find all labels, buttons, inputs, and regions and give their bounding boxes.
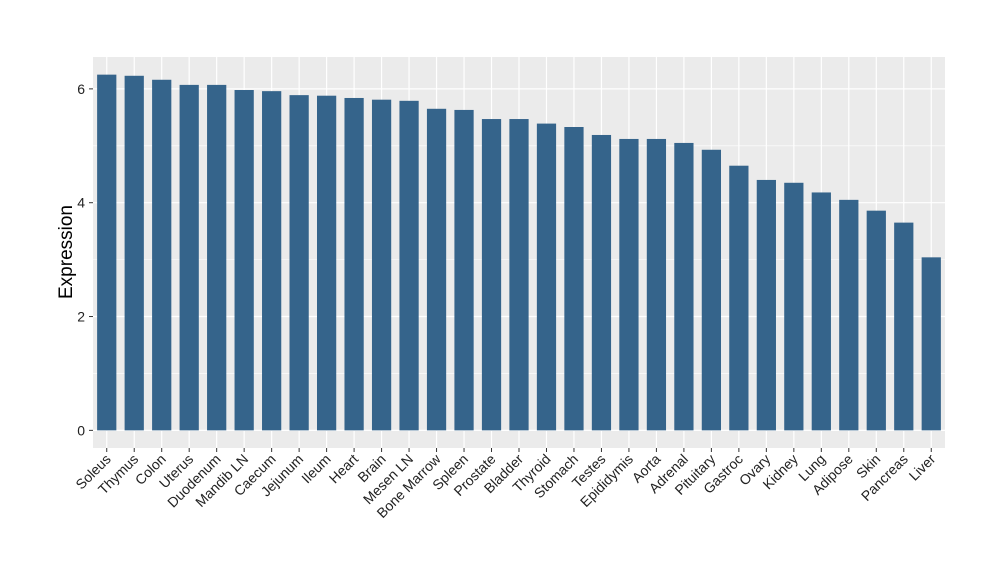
x-tick-label: Heart (326, 451, 362, 487)
bar-ovary (756, 179, 776, 431)
bar-thyroid (536, 123, 557, 431)
bar-pituitary (701, 149, 722, 431)
bar-liver (921, 257, 941, 431)
bar-duodenum (207, 84, 227, 431)
bar-uterus (179, 84, 199, 431)
bar-epididymis (619, 138, 639, 431)
bar-bone-marrow (426, 108, 447, 431)
bar-bladder (509, 119, 529, 431)
bar-prostate (481, 119, 502, 431)
bar-soleus (97, 74, 117, 431)
bar-mandib-ln (234, 90, 254, 431)
x-tick-label: Liver (906, 451, 939, 484)
bar-skin (866, 210, 886, 431)
bar-testes (591, 134, 612, 431)
bar-brain (371, 99, 392, 431)
y-tick-label: 0 (77, 422, 85, 438)
bar-spleen (454, 109, 474, 431)
bar-stomach (564, 127, 584, 431)
y-tick-label: 6 (77, 81, 85, 97)
bars (97, 74, 941, 431)
bar-aorta (646, 138, 667, 431)
bar-ileum (316, 95, 337, 431)
bar-pancreas (894, 222, 914, 431)
y-axis-label: Expression (56, 205, 77, 299)
bar-mesen-ln (399, 100, 419, 431)
bar-caecum (262, 91, 282, 431)
y-axis: 0 2 4 6 (77, 81, 93, 438)
bar-jejunum (289, 95, 309, 431)
x-tick-label: Ileum (298, 451, 334, 487)
bar-kidney (784, 182, 804, 431)
y-tick-label: 2 (77, 309, 85, 325)
bar-gastroc (729, 165, 749, 431)
bar-lung (811, 192, 831, 431)
bar-colon (152, 79, 172, 431)
bar-heart (344, 97, 364, 431)
bar-adrenal (674, 142, 694, 431)
bar-adipose (839, 199, 859, 431)
y-tick-label: 4 (77, 195, 85, 211)
bar-thymus (124, 75, 144, 431)
